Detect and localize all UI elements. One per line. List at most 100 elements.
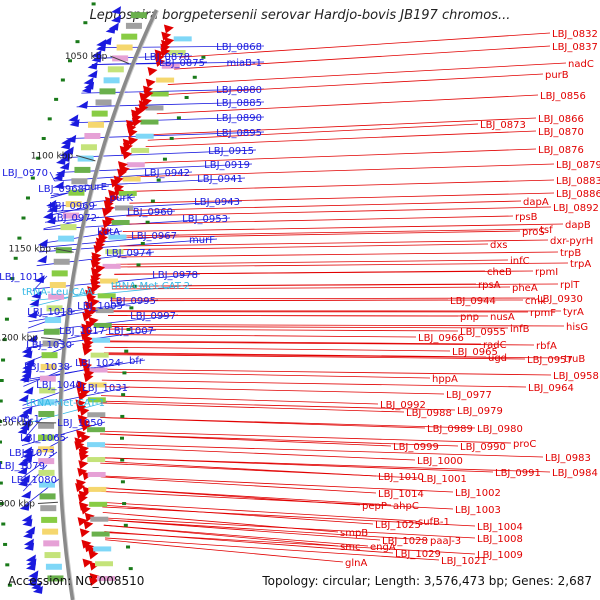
- marker-tick: [5, 563, 10, 567]
- right-connector: [100, 400, 456, 411]
- reverse-gene-arrow: [111, 14, 122, 23]
- right-connector: [105, 539, 344, 563]
- feature-box: [140, 119, 159, 125]
- right-gene-label: nusA: [490, 312, 515, 323]
- marker-tick: [21, 216, 26, 220]
- forward-gene-arrow: [139, 92, 150, 102]
- right-gene-label: LBJ_0886: [556, 189, 600, 200]
- left-gene-label: LBJ_0915: [208, 146, 254, 157]
- feature-box: [112, 55, 129, 62]
- feature-box: [88, 486, 107, 492]
- reverse-gene-arrow: [60, 141, 71, 150]
- backbone-layer: [57, 9, 159, 600]
- feature-box: [42, 528, 59, 535]
- forward-gene-arrow: [88, 550, 99, 560]
- kbp-tick: [41, 337, 62, 341]
- reverse-gene-arrow: [27, 334, 38, 343]
- left-gene-label: LBJ_1065: [20, 433, 66, 444]
- forward-gene-arrow: [80, 331, 91, 341]
- marker-tick: [162, 157, 167, 161]
- marker-tick: [68, 59, 73, 63]
- left-gene-label: tRNA-Met-CAT-1: [26, 398, 105, 409]
- left-connector: [94, 55, 193, 59]
- forward-gene-arrow: [93, 244, 104, 254]
- feature-box: [43, 540, 60, 547]
- right-connector: [124, 215, 514, 225]
- reverse-gene-arrow: [18, 394, 29, 403]
- right-gene-label: LBJ_0999: [393, 442, 439, 453]
- reverse-gene-arrow: [20, 434, 31, 443]
- right-connector: [156, 94, 539, 115]
- left-connector: [48, 196, 136, 208]
- left-gene-label: LBJ_1005: [77, 301, 123, 312]
- forward-gene-arrow: [82, 346, 93, 356]
- forward-gene-arrow: [84, 512, 95, 522]
- left-gene-label: LBJ_0919: [204, 160, 250, 171]
- genome-title: Leptospira borgpetersenii serovar Hardjo…: [89, 8, 511, 23]
- right-gene-label: tsf: [540, 225, 553, 236]
- marker-tick: [0, 399, 3, 403]
- reverse-gene-arrow: [96, 43, 107, 52]
- feature-box: [46, 305, 63, 312]
- right-gene-label: pnp: [460, 312, 479, 323]
- left-connector: [28, 304, 126, 323]
- right-connector: [105, 341, 535, 346]
- right-connector: [102, 371, 431, 379]
- right-gene-label: dxr-pyrH: [550, 236, 593, 247]
- right-gene-label: proS: [522, 227, 545, 238]
- left-gene-label: purE: [84, 182, 107, 193]
- right-gene-label: paaJ-3: [430, 536, 461, 547]
- right-connector: [145, 130, 537, 148]
- right-connector: [104, 346, 451, 352]
- left-gene-label: LBJ_0880: [216, 85, 262, 96]
- feature-box: [53, 258, 70, 265]
- reverse-gene-arrow: [59, 161, 70, 170]
- feature-box: [99, 88, 116, 95]
- right-connector: [127, 200, 522, 211]
- right-connector: [103, 524, 369, 547]
- right-gene-label: smpB: [340, 528, 368, 539]
- reverse-gene-arrow: [18, 478, 29, 487]
- forward-gene-arrow: [101, 207, 112, 217]
- marker-tick: [54, 97, 59, 101]
- reverse-gene-arrow: [24, 542, 35, 551]
- left-gene-label: LBJ_1040: [36, 380, 82, 391]
- feature-box: [65, 201, 82, 208]
- forward-gene-arrow: [110, 178, 121, 188]
- right-connector: [99, 443, 544, 458]
- right-gene-label: hppA: [432, 374, 458, 385]
- marker-tick: [13, 256, 18, 260]
- reverse-gene-arrow: [91, 50, 102, 59]
- marker-tick: [41, 136, 46, 140]
- left-connector: [22, 451, 58, 478]
- right-gene-label: LBJ_1021: [441, 556, 487, 567]
- feature-box: [87, 121, 104, 128]
- right-gene-label: LBJ_0988: [406, 408, 452, 419]
- reverse-gene-arrow: [69, 119, 80, 128]
- reverse-gene-arrow: [27, 578, 38, 587]
- feature-box: [38, 469, 55, 476]
- right-gene-label: glnA: [345, 558, 367, 569]
- right-gene-label: LBJ_1010: [378, 472, 424, 483]
- feature-box: [60, 224, 77, 231]
- marker-tick: [120, 414, 125, 418]
- right-connector: [106, 324, 565, 327]
- right-connector: [111, 286, 511, 290]
- feature-box: [111, 219, 130, 225]
- right-gene-label: LBJ_0992: [380, 400, 426, 411]
- right-connector: [174, 45, 551, 70]
- right-connector: [101, 386, 445, 395]
- right-connector: [140, 148, 537, 164]
- right-gene-label: rpsB: [515, 212, 538, 223]
- kbp-tick: [37, 501, 58, 504]
- left-connector: [49, 171, 56, 182]
- right-connector: [100, 475, 454, 493]
- right-connector: [121, 228, 539, 237]
- left-gene-label: LBJ_0978: [152, 270, 198, 281]
- right-connector: [163, 73, 544, 96]
- right-gene-label: LBJ_1025: [375, 520, 421, 531]
- marker-tick: [136, 263, 141, 267]
- accession-text: Accession: NC_008510: [8, 574, 145, 588]
- forward-gene-arrow: [131, 117, 142, 127]
